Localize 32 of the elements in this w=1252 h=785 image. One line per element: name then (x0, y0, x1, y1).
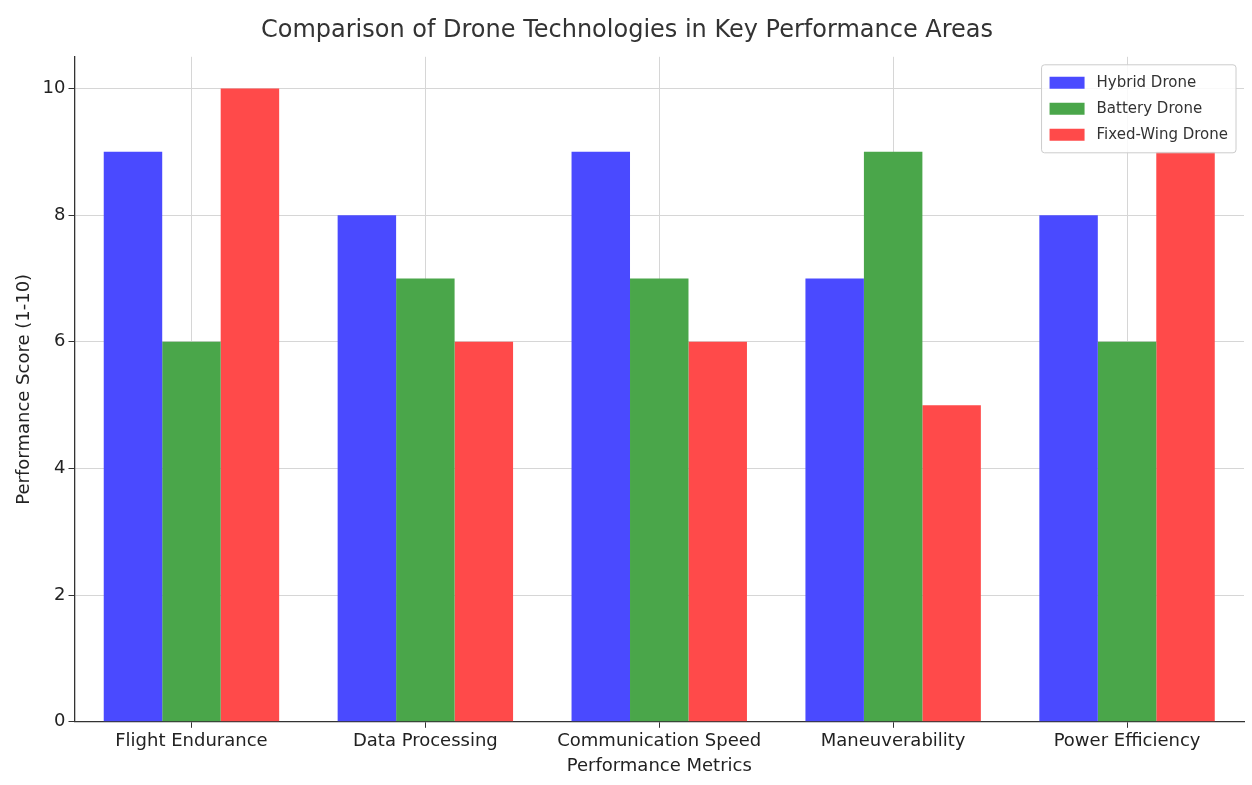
x-tick-label: Maneuverability (820, 729, 966, 751)
bar (571, 151, 631, 722)
bar (688, 341, 747, 722)
bar (1039, 215, 1098, 722)
bar (863, 151, 923, 722)
chart-title: Comparison of Drone Technologies in Key Performance Areas (260, 14, 994, 43)
bar (103, 151, 163, 722)
bar (1156, 151, 1215, 722)
y-tick-label: 4 (54, 456, 66, 478)
bar (630, 278, 689, 722)
bar (220, 88, 280, 722)
x-tick-label: Flight Endurance (115, 729, 268, 751)
bar (162, 341, 221, 722)
bar (805, 278, 864, 722)
x-tick-label: Communication Speed (557, 729, 762, 751)
bar (396, 278, 455, 722)
legend-label: Fixed-Wing Drone (1096, 124, 1229, 143)
y-tick-label: 6 (54, 329, 66, 351)
legend-label: Hybrid Drone (1096, 72, 1197, 91)
y-axis-title: Performance Score (1-10) (12, 273, 34, 505)
y-tick-label: 8 (54, 202, 66, 224)
legend-label: Battery Drone (1096, 98, 1203, 117)
bar (1097, 341, 1157, 722)
x-axis-title: Performance Metrics (566, 753, 752, 775)
x-tick-label: Power Efficiency (1053, 729, 1201, 751)
y-tick-label: 10 (42, 76, 66, 98)
bar (454, 341, 514, 722)
bar (337, 215, 397, 722)
bar (922, 405, 981, 722)
y-tick-label: 0 (54, 709, 66, 731)
y-tick-label: 2 (54, 582, 66, 604)
x-tick-label: Data Processing (352, 729, 498, 751)
